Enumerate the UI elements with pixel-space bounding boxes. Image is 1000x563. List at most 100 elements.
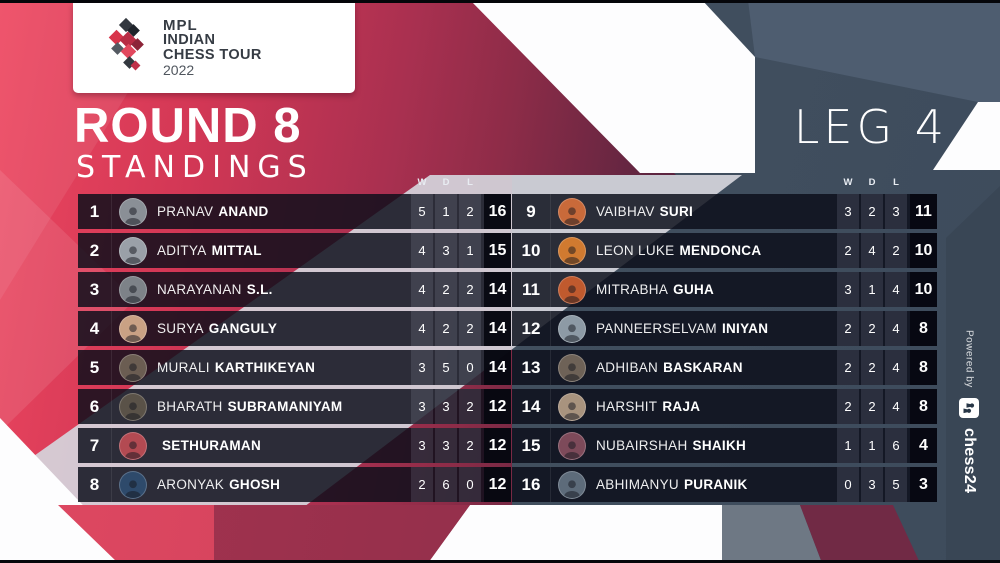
- tour-logo-card: MPL INDIAN CHESS TOUR 2022: [73, 3, 355, 93]
- player-last-name: GHOSH: [229, 477, 281, 492]
- standings-row: 6 BHARATH SUBRAMANIYAM 3 3 2 12: [78, 389, 511, 424]
- points-cell: 12: [484, 467, 511, 502]
- rank-cell: 9: [512, 194, 551, 229]
- points-cell: 4: [910, 428, 937, 463]
- wins-cell: 4: [411, 311, 433, 346]
- player-last-name: BASKARAN: [663, 360, 743, 375]
- draws-cell: 6: [435, 467, 457, 502]
- player-last-name: MENDONCA: [679, 243, 762, 258]
- rank-cell: 6: [78, 389, 112, 424]
- points-cell: 8: [910, 389, 937, 424]
- player-name: SURYA GANGULY: [157, 321, 277, 336]
- standings-row: 11 MITRABHA GUHA 3 1 4 10: [512, 272, 937, 307]
- player-avatar: [119, 236, 147, 265]
- standings-row: 16 ABHIMANYU PURANIK 0 3 5 3: [512, 467, 937, 502]
- rank-cell: 3: [78, 272, 112, 307]
- player-first-name: NARAYANAN: [157, 282, 242, 297]
- player-first-name: NUBAIRSHAH: [596, 438, 688, 453]
- header-draws: D: [442, 177, 450, 188]
- player-cell: BHARATH SUBRAMANIYAM: [112, 389, 409, 424]
- wins-cell: 2: [837, 350, 859, 385]
- standings-row: 7 SETHURAMAN 3 3 2 12: [78, 428, 511, 463]
- losses-cell: 1: [459, 233, 481, 268]
- rank-cell: 8: [78, 467, 112, 502]
- player-name: BHARATH SUBRAMANIYAM: [157, 399, 342, 414]
- player-avatar: [119, 392, 147, 421]
- player-cell: PRANAV ANAND: [112, 194, 409, 229]
- rank-cell: 2: [78, 233, 112, 268]
- standings-row: 8 ARONYAK GHOSH 2 6 0 12: [78, 467, 511, 502]
- player-last-name: RAJA: [662, 399, 701, 414]
- draws-cell: 3: [435, 233, 457, 268]
- player-cell: NARAYANAN S.L.: [112, 272, 409, 307]
- player-name: PANNEERSELVAM INIYAN: [596, 321, 768, 336]
- header-draws: D: [868, 177, 876, 188]
- player-cell: ADITYA MITTAL: [112, 233, 409, 268]
- player-last-name: SETHURAMAN: [162, 438, 261, 453]
- header-losses: L: [893, 177, 899, 188]
- player-avatar: [558, 392, 586, 421]
- wins-cell: 2: [837, 233, 859, 268]
- points-cell: 15: [484, 233, 511, 268]
- draws-cell: 2: [861, 350, 883, 385]
- bottom-edge-bar: [0, 560, 1000, 563]
- tour-logo-mark-icon: [101, 15, 153, 82]
- standings-row: 3 NARAYANAN S.L. 4 2 2 14: [78, 272, 511, 307]
- standings-row: 4 SURYA GANGULY 4 2 2 14: [78, 311, 511, 346]
- player-cell: SETHURAMAN: [112, 428, 409, 463]
- wins-cell: 0: [837, 467, 859, 502]
- wins-cell: 3: [837, 194, 859, 229]
- rank-cell: 5: [78, 350, 112, 385]
- player-avatar: [558, 236, 586, 265]
- wins-cell: 4: [411, 272, 433, 307]
- losses-cell: 4: [885, 272, 907, 307]
- draws-cell: 4: [861, 233, 883, 268]
- player-avatar: [119, 197, 147, 226]
- wins-cell: 2: [837, 311, 859, 346]
- losses-cell: 3: [885, 194, 907, 229]
- points-cell: 16: [484, 194, 511, 229]
- standings-row: 9 VAIBHAV SURI 3 2 3 11: [512, 194, 937, 229]
- player-last-name: ANAND: [218, 204, 269, 219]
- losses-cell: 2: [459, 428, 481, 463]
- standings-title: STANDINGS: [76, 150, 314, 185]
- player-first-name: MITRABHA: [596, 282, 669, 297]
- player-last-name: GUHA: [673, 282, 715, 297]
- rank-cell: 12: [512, 311, 551, 346]
- player-avatar: [119, 431, 147, 460]
- rank-cell: 1: [78, 194, 112, 229]
- player-name: MITRABHA GUHA: [596, 282, 714, 297]
- standings-row: 2 ADITYA MITTAL 4 3 1 15: [78, 233, 511, 268]
- chess24-brand: chess24: [961, 427, 978, 494]
- header-wins: W: [417, 177, 427, 188]
- player-cell: ADHIBAN BASKARAN: [551, 350, 835, 385]
- points-cell: 12: [484, 428, 511, 463]
- player-last-name: SHAIKH: [692, 438, 747, 453]
- rank-cell: 15: [512, 428, 551, 463]
- wins-cell: 1: [837, 428, 859, 463]
- top-edge-bar: [0, 0, 1000, 3]
- standings-row: 13 ADHIBAN BASKARAN 2 2 4 8: [512, 350, 937, 385]
- leg-title: LEG 4: [793, 100, 948, 154]
- rank-cell: 11: [512, 272, 551, 307]
- losses-cell: 2: [459, 194, 481, 229]
- tour-logo-text: MPL INDIAN CHESS TOUR 2022: [163, 18, 262, 78]
- player-avatar: [119, 353, 147, 382]
- round-title: ROUND 8: [74, 99, 302, 153]
- wins-cell: 3: [837, 272, 859, 307]
- player-last-name: KARTHIKEYAN: [214, 360, 316, 375]
- player-avatar: [558, 314, 586, 343]
- points-cell: 14: [484, 350, 511, 385]
- player-first-name: ADHIBAN: [596, 360, 659, 375]
- player-name: PRANAV ANAND: [157, 204, 269, 219]
- losses-cell: 2: [459, 272, 481, 307]
- player-name: ABHIMANYU PURANIK: [596, 477, 748, 492]
- rank-cell: 14: [512, 389, 551, 424]
- powered-by-block: Powered by chess24: [948, 330, 990, 555]
- player-name: LEON LUKE MENDONCA: [596, 243, 761, 258]
- wins-cell: 2: [411, 467, 433, 502]
- player-cell: HARSHIT RAJA: [551, 389, 835, 424]
- points-cell: 12: [484, 389, 511, 424]
